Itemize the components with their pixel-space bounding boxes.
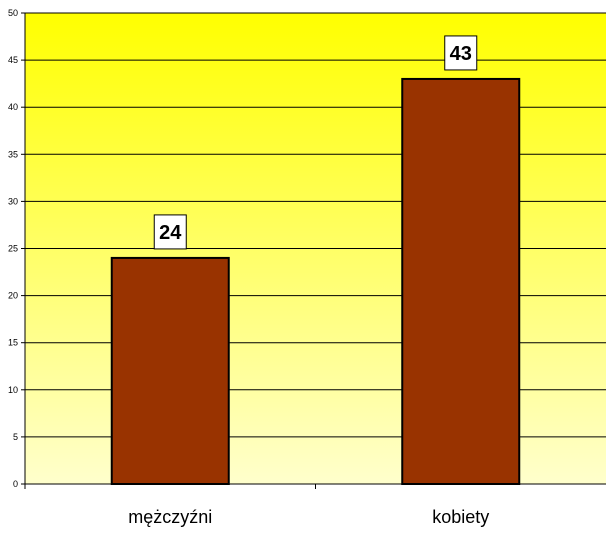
y-tick-label: 5 [13,432,18,442]
y-tick-label: 45 [8,55,18,65]
y-tick-label: 35 [8,149,18,159]
bar-2 [401,77,521,485]
data-label: 24 [159,222,182,244]
y-tick-label: 0 [13,479,18,489]
y-tick-label: 50 [8,8,18,18]
data-label-box [153,214,187,250]
y-tick-label: 30 [8,196,18,206]
y-tick-label: 20 [8,291,18,301]
x-category-label: mężczyźni [128,507,212,527]
y-tick-label: 10 [8,385,18,395]
data-labels: 24 43 [153,35,478,250]
data-label-box [444,35,478,71]
x-category-label: kobiety [432,507,489,527]
bar-1 [110,256,230,486]
y-tick-label: 40 [8,102,18,112]
y-tick-label: 25 [8,244,18,254]
y-tick-label: 15 [8,338,18,348]
data-label: 43 [450,43,472,65]
bars [110,77,521,486]
